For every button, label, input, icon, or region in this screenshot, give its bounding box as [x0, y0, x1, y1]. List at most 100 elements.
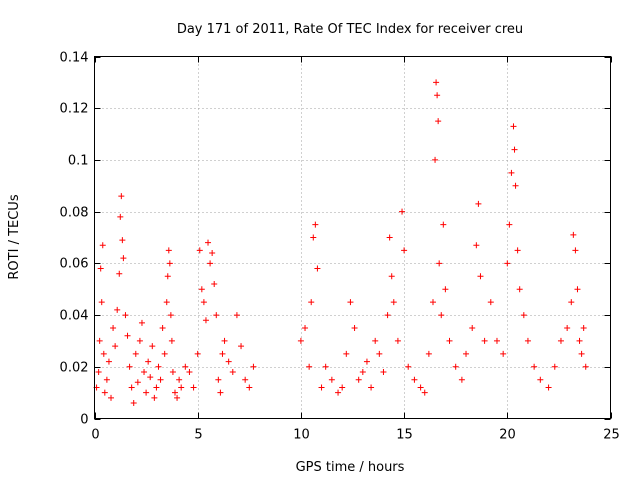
- data-point: [310, 234, 317, 241]
- data-point: [368, 384, 375, 391]
- y-axis-label: ROTI / TECUs: [7, 194, 22, 279]
- data-point: [149, 343, 156, 350]
- data-point: [425, 350, 432, 357]
- y-tick-label: 0.08: [60, 206, 89, 221]
- data-point: [516, 286, 523, 293]
- x-axis-label: GPS time / hours: [296, 460, 405, 475]
- data-point: [355, 376, 362, 383]
- data-point: [108, 394, 115, 401]
- data-point: [322, 363, 329, 370]
- data-point: [506, 221, 513, 228]
- data-point: [198, 286, 205, 293]
- data-point: [211, 281, 218, 288]
- data-point: [155, 363, 162, 370]
- data-point: [417, 384, 424, 391]
- data-point: [182, 363, 189, 370]
- data-point: [314, 265, 321, 272]
- data-point: [229, 368, 236, 375]
- data-point: [118, 193, 125, 200]
- chart-title: Day 171 of 2011, Rate Of TEC Index for r…: [177, 22, 523, 37]
- data-point: [339, 384, 346, 391]
- data-point: [165, 247, 172, 254]
- marks-layer: [93, 79, 589, 406]
- data-point: [347, 299, 354, 306]
- ticks-layer: 0 5 10 15 20 25 0 0.02 0.04 0.06 0.08 0.1 0.12 0.14: [60, 51, 620, 443]
- data-point: [582, 363, 589, 370]
- y-tick-label: 0.12: [60, 102, 89, 117]
- data-point: [200, 299, 207, 306]
- data-point: [194, 350, 201, 357]
- data-point: [196, 247, 203, 254]
- data-point: [202, 317, 209, 324]
- data-point: [390, 299, 397, 306]
- data-point: [520, 312, 527, 319]
- data-point: [176, 376, 183, 383]
- data-point: [504, 260, 511, 267]
- data-point: [335, 389, 342, 396]
- data-point: [219, 350, 226, 357]
- x-tick-label: 20: [499, 428, 516, 443]
- data-point: [117, 213, 124, 220]
- data-point: [186, 368, 193, 375]
- data-point: [141, 368, 148, 375]
- data-point: [312, 221, 319, 228]
- data-point: [574, 286, 581, 293]
- plot-frame: [94, 56, 611, 419]
- data-point: [475, 200, 482, 207]
- data-point: [388, 273, 395, 280]
- data-point: [205, 239, 212, 246]
- data-point: [469, 325, 476, 331]
- data-point: [120, 255, 127, 262]
- data-point: [568, 299, 575, 306]
- data-point: [434, 92, 441, 99]
- data-point: [97, 265, 104, 272]
- data-point: [128, 384, 135, 391]
- data-point: [384, 312, 391, 319]
- data-point: [302, 325, 309, 331]
- x-tick-label: 5: [194, 428, 202, 443]
- data-point: [500, 350, 507, 357]
- data-point: [433, 79, 440, 86]
- data-point: [458, 376, 465, 383]
- data-point: [238, 343, 245, 350]
- data-point: [435, 118, 442, 125]
- data-point: [440, 221, 447, 228]
- data-point: [114, 306, 121, 313]
- data-point: [401, 247, 408, 254]
- data-point: [242, 376, 249, 383]
- data-point: [481, 337, 488, 344]
- data-point: [103, 376, 110, 383]
- data-point: [508, 169, 515, 176]
- data-point: [174, 394, 181, 401]
- data-point: [297, 337, 304, 344]
- data-point: [421, 389, 428, 396]
- y-tick-label: 0.04: [60, 309, 89, 324]
- data-point: [138, 319, 145, 326]
- data-point: [328, 376, 335, 383]
- data-point: [411, 376, 418, 383]
- x-tick-label: 15: [396, 428, 413, 443]
- data-point: [524, 337, 531, 344]
- data-point: [166, 260, 173, 267]
- data-point: [145, 358, 152, 365]
- data-point: [380, 368, 387, 375]
- data-point: [359, 368, 366, 375]
- x-tick-label: 0: [91, 428, 99, 443]
- data-point: [551, 363, 558, 370]
- data-point: [446, 337, 453, 344]
- data-point: [576, 337, 583, 344]
- data-point: [510, 123, 517, 130]
- data-point: [130, 399, 137, 406]
- data-point: [386, 234, 393, 241]
- data-point: [207, 260, 214, 267]
- y-tick-label: 0.14: [60, 51, 89, 66]
- data-point: [250, 363, 257, 370]
- data-point: [147, 374, 154, 381]
- x-tick-label: 10: [293, 428, 310, 443]
- grid-layer: [94, 56, 611, 419]
- data-point: [463, 350, 470, 357]
- data-point: [399, 208, 406, 215]
- data-point: [116, 270, 123, 277]
- data-point: [209, 250, 216, 257]
